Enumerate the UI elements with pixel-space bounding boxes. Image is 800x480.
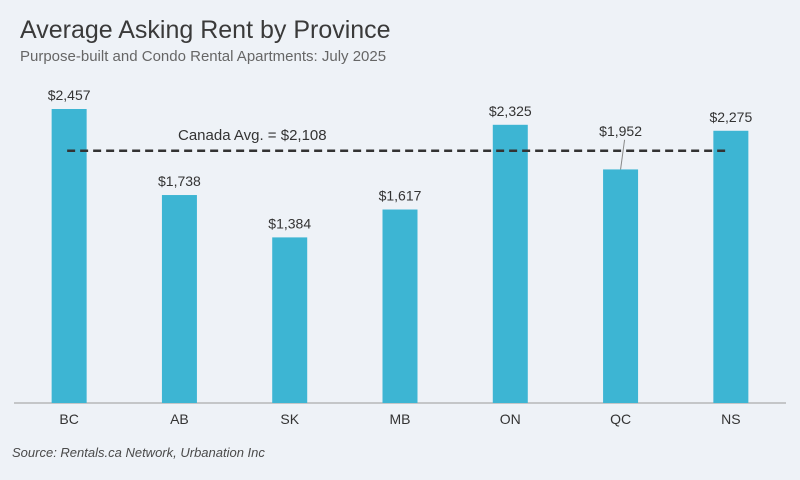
bar-ns	[713, 130, 749, 403]
chart-subtitle: Purpose-built and Condo Rental Apartment…	[20, 48, 387, 65]
data-label: $1,384	[268, 215, 311, 231]
source-note: Source: Rentals.ca Network, Urbanation I…	[12, 445, 265, 460]
bar-on	[492, 124, 528, 404]
bar-mb	[382, 209, 418, 403]
x-tick-label: AB	[170, 411, 189, 427]
x-tick-label: BC	[59, 411, 78, 427]
data-label: $2,275	[709, 109, 752, 125]
x-tick-label: QC	[610, 411, 631, 427]
data-label-leader	[620, 139, 626, 170]
data-label: $1,952	[599, 123, 642, 139]
data-label: $1,617	[379, 188, 422, 204]
reference-line-label: Canada Avg. = $2,108	[178, 127, 327, 144]
chart-title: Average Asking Rent by Province	[20, 16, 391, 44]
data-label: $1,738	[158, 173, 201, 189]
bar-sk	[272, 237, 308, 403]
bar-ab	[161, 195, 197, 403]
x-tick-label: SK	[280, 411, 299, 427]
bar-qc	[603, 169, 639, 403]
bar-bc	[51, 109, 87, 403]
x-tick-label: ON	[500, 411, 521, 427]
data-label: $2,325	[489, 103, 532, 119]
data-label: $2,457	[48, 87, 91, 103]
x-tick-label: NS	[721, 411, 740, 427]
x-tick-label: MB	[390, 411, 411, 427]
